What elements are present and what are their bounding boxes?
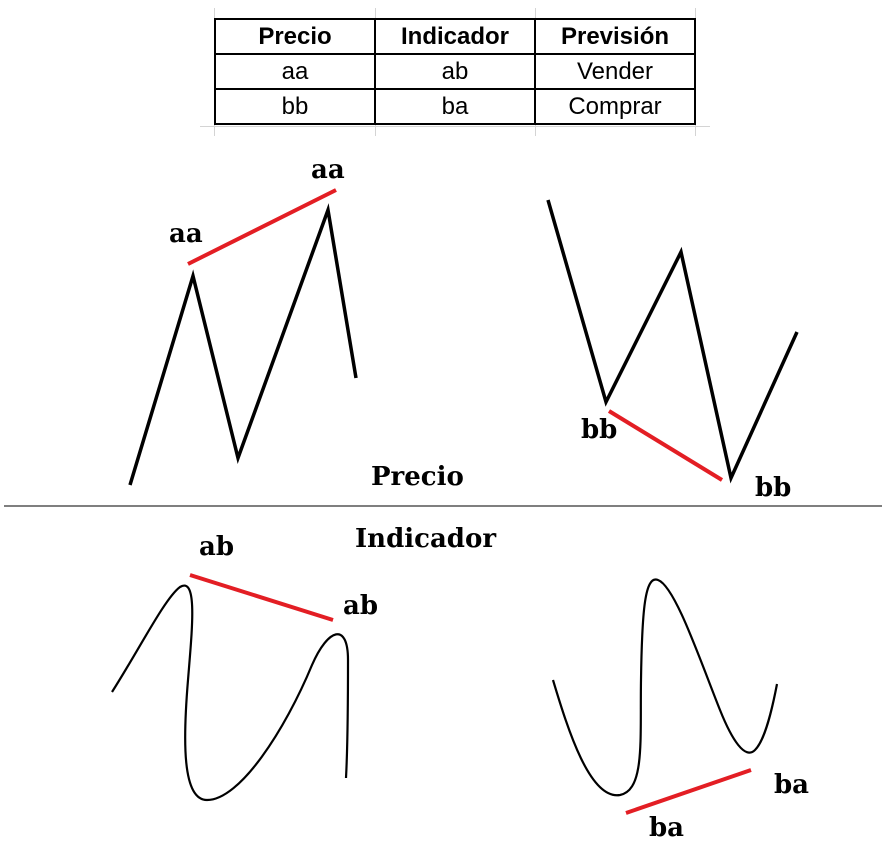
price-line-right xyxy=(546,199,799,484)
price-line-left xyxy=(128,203,358,486)
label-price-right-trough1: bb xyxy=(581,415,617,445)
gridline xyxy=(695,8,696,136)
label-ind-right-trough2: ba xyxy=(774,770,809,800)
header-prevision: Previsión xyxy=(534,18,696,55)
label-ind-left-peak2: ab xyxy=(343,591,378,621)
trendline-indicator-right xyxy=(625,768,752,815)
table-row: bb ba Comprar xyxy=(214,88,696,125)
cell-indicador: ba xyxy=(374,88,536,125)
indicator-curve-left xyxy=(111,584,350,802)
signal-table-container: Precio Indicador Previsión aa ab Vender … xyxy=(214,18,696,125)
label-ind-right-trough1: ba xyxy=(649,813,684,843)
cell-prevision: Comprar xyxy=(534,88,696,125)
header-precio: Precio xyxy=(214,18,376,55)
cell-precio: aa xyxy=(214,53,376,90)
section-title-price: Precio xyxy=(371,462,464,492)
table-header-row: Precio Indicador Previsión xyxy=(214,18,696,55)
signal-table: Precio Indicador Previsión aa ab Vender … xyxy=(214,18,696,125)
indicator-curve-right xyxy=(551,578,779,797)
cell-indicador: ab xyxy=(374,53,536,90)
section-title-indicator: Indicador xyxy=(355,524,496,554)
header-indicador: Indicador xyxy=(374,18,536,55)
gridline xyxy=(200,126,710,127)
label-price-right-trough2: bb xyxy=(755,473,791,503)
cell-precio: bb xyxy=(214,88,376,125)
trendline-price-right xyxy=(607,409,724,482)
trendline-indicator-left xyxy=(189,573,334,622)
cell-prevision: Vender xyxy=(534,53,696,90)
trendline-price-left xyxy=(187,188,337,266)
label-ind-left-peak1: ab xyxy=(199,532,234,562)
table-row: aa ab Vender xyxy=(214,53,696,90)
label-price-left-peak1: aa xyxy=(169,219,203,249)
label-price-left-peak2: aa xyxy=(311,155,345,185)
